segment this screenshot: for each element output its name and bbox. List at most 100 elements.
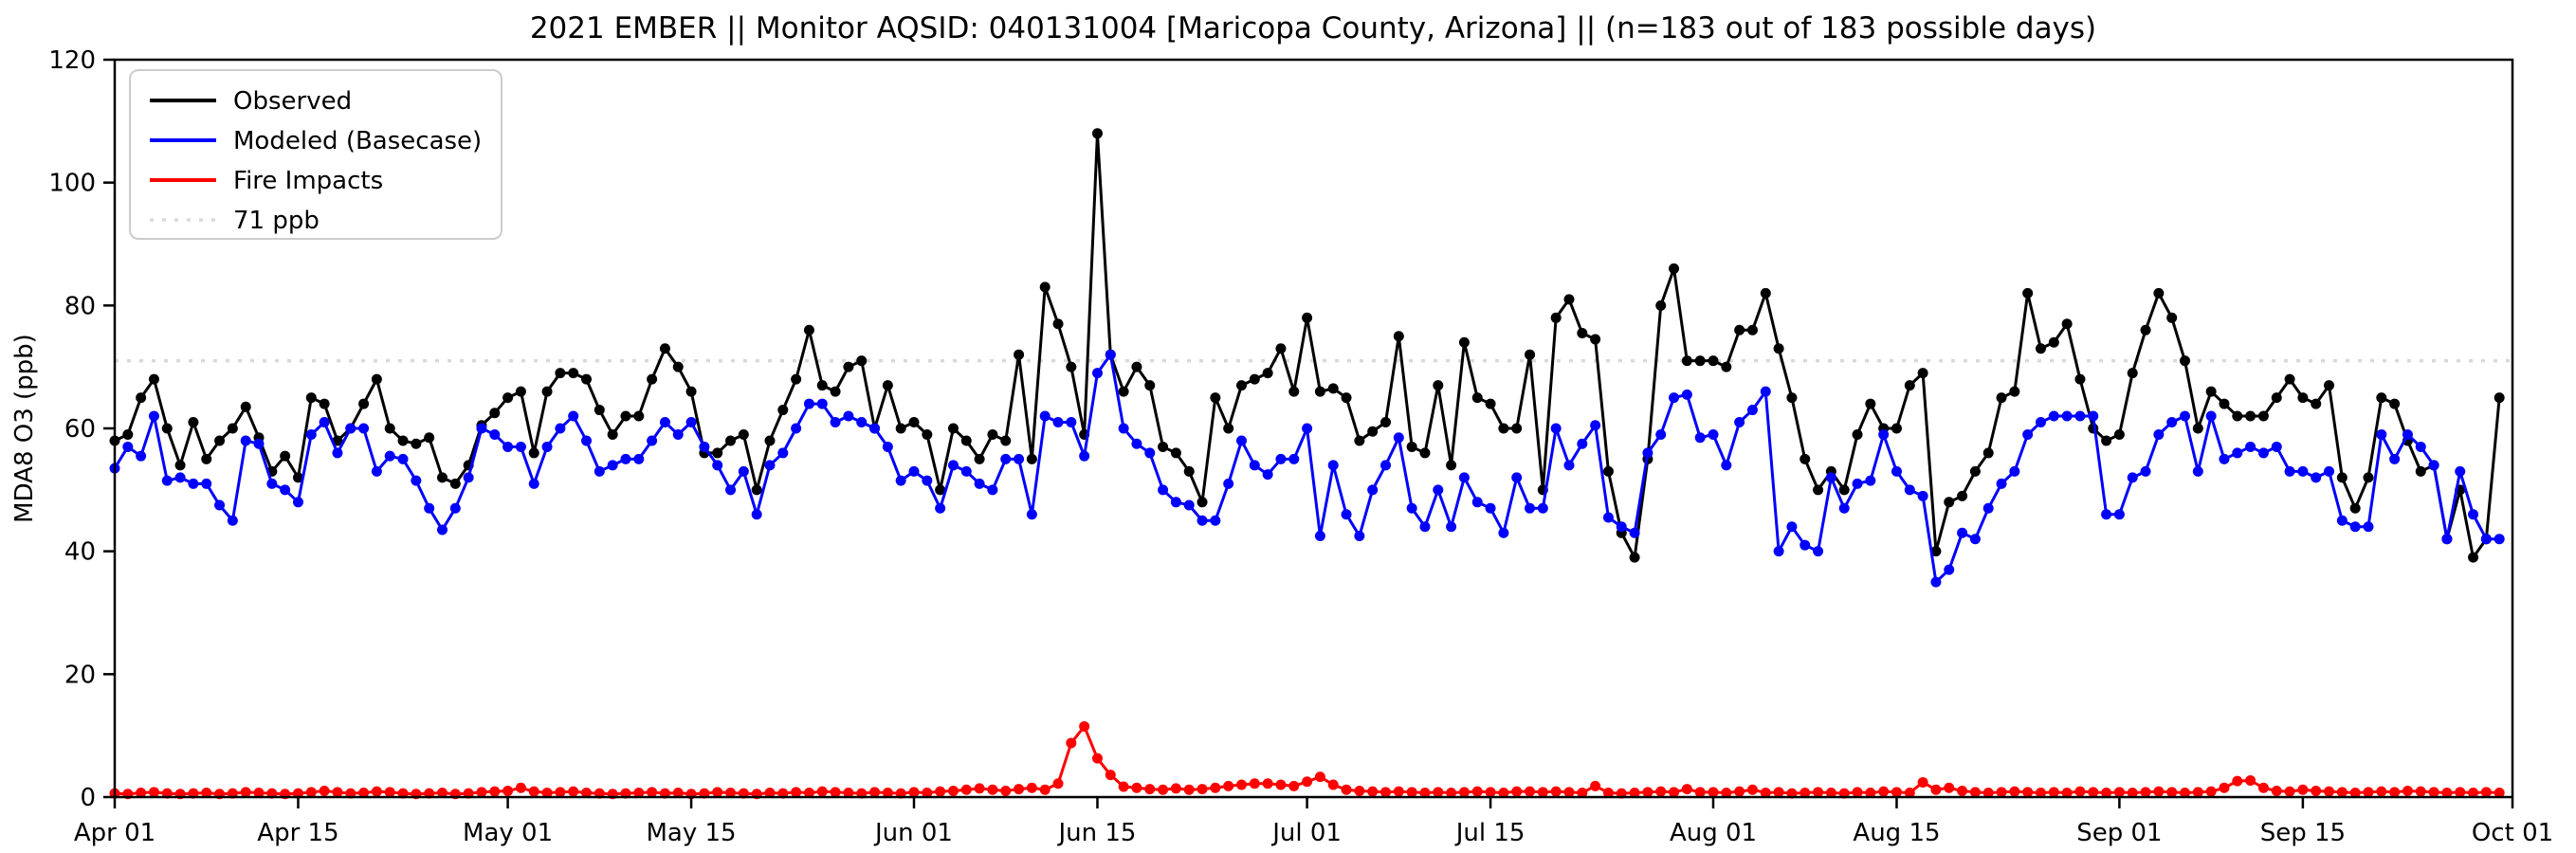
data-point-marker <box>2376 392 2387 404</box>
data-point-marker <box>319 786 330 797</box>
data-point-marker <box>2192 465 2203 477</box>
data-point-marker <box>1118 423 1129 434</box>
data-point-marker <box>1039 410 1050 422</box>
data-point-marker <box>816 398 828 409</box>
data-point-marker <box>803 398 814 409</box>
data-point-marker <box>1302 423 1313 434</box>
data-point-marker <box>2402 786 2413 797</box>
data-series-group <box>109 128 2505 800</box>
data-point-marker <box>1629 527 1640 538</box>
data-point-marker <box>2153 786 2165 797</box>
y-tick-label: 40 <box>64 538 96 567</box>
data-point-marker <box>2180 410 2191 422</box>
data-point-marker <box>1996 787 2007 798</box>
data-point-marker <box>1655 786 1667 797</box>
data-point-marker <box>1734 417 1745 428</box>
data-point-marker <box>1550 786 1562 797</box>
data-point-marker <box>332 447 343 459</box>
data-point-marker <box>1302 776 1313 788</box>
data-point-marker <box>1091 753 1103 764</box>
data-point-marker <box>1288 453 1300 464</box>
data-point-marker <box>411 475 422 486</box>
data-point-marker <box>987 428 998 440</box>
data-point-marker <box>1930 784 1942 795</box>
data-point-marker <box>1865 398 1876 409</box>
data-point-marker <box>319 417 330 428</box>
data-point-marker <box>2140 324 2151 336</box>
data-point-marker <box>1170 447 1181 459</box>
data-point-marker <box>777 447 789 459</box>
data-point-marker <box>2009 386 2020 397</box>
data-point-marker <box>1563 787 1575 798</box>
data-point-marker <box>1223 423 1234 434</box>
data-point-marker <box>1275 453 1287 464</box>
data-point-marker <box>1746 784 1758 795</box>
data-point-marker <box>1066 361 1077 372</box>
data-point-marker <box>764 460 776 471</box>
data-point-marker <box>2113 787 2125 798</box>
data-point-marker <box>856 417 868 428</box>
data-point-marker <box>1708 355 1719 367</box>
data-point-marker <box>1131 361 1142 372</box>
data-point-marker <box>2166 312 2178 323</box>
data-point-marker <box>1170 497 1181 508</box>
data-point-marker <box>1681 784 1692 795</box>
data-point-marker <box>633 787 645 798</box>
data-point-marker <box>1996 478 2007 489</box>
data-point-marker <box>2245 441 2256 452</box>
data-point-marker <box>305 787 317 798</box>
data-point-marker <box>1746 324 1758 336</box>
data-point-marker <box>1354 530 1365 541</box>
data-point-marker <box>908 787 920 798</box>
data-point-marker <box>148 787 159 798</box>
data-point-marker <box>2088 410 2099 422</box>
data-point-marker <box>764 787 776 798</box>
data-point-marker <box>922 428 933 440</box>
y-tick-label: 60 <box>64 415 96 444</box>
data-point-marker <box>1183 784 1195 795</box>
fire-impacts-series <box>109 720 2505 800</box>
data-point-marker <box>2363 521 2374 533</box>
axes-group: 0 20 40 60 80 100 120 Apr 01 Apr 15 May 01 May 15 J… <box>48 46 2553 847</box>
data-point-marker <box>384 450 395 462</box>
data-point-marker <box>1262 778 1273 789</box>
data-point-marker <box>1838 484 1850 496</box>
data-point-marker <box>1590 420 1601 431</box>
data-point-marker <box>2113 509 2125 520</box>
data-point-marker <box>647 373 658 385</box>
data-point-marker <box>2324 380 2335 391</box>
data-point-marker <box>1079 450 1090 462</box>
data-point-marker <box>436 472 448 483</box>
data-point-marker <box>1655 428 1667 440</box>
data-point-marker <box>2205 410 2217 422</box>
data-point-marker <box>1577 438 1588 449</box>
data-point-marker <box>2074 786 2086 797</box>
data-point-marker <box>489 786 501 797</box>
data-point-marker <box>515 782 526 793</box>
legend-item: Observed <box>150 87 352 116</box>
data-point-marker <box>384 423 395 434</box>
data-point-marker <box>541 441 553 452</box>
data-point-marker <box>502 392 514 404</box>
data-point-marker <box>1969 534 1981 545</box>
data-point-marker <box>1590 780 1601 791</box>
legend-item-label: Observed <box>233 87 352 116</box>
data-point-marker <box>1367 786 1379 797</box>
data-point-marker <box>869 787 881 798</box>
data-point-marker <box>1341 509 1352 520</box>
data-point-marker <box>253 787 265 798</box>
legend-item: Modeled (Basecase) <box>150 127 482 155</box>
data-point-marker <box>791 787 802 798</box>
data-point-marker <box>1577 328 1588 339</box>
data-point-marker <box>1930 576 1942 588</box>
data-point-marker <box>1183 465 1195 477</box>
data-point-marker <box>751 509 762 520</box>
data-point-marker <box>188 478 199 489</box>
data-point-marker <box>555 368 566 379</box>
data-point-marker <box>2389 398 2401 409</box>
data-point-marker <box>436 787 448 798</box>
y-tick-label: 80 <box>64 292 96 320</box>
data-point-marker <box>2245 774 2256 786</box>
data-point-marker <box>2389 787 2401 798</box>
data-point-marker <box>1314 386 1325 397</box>
